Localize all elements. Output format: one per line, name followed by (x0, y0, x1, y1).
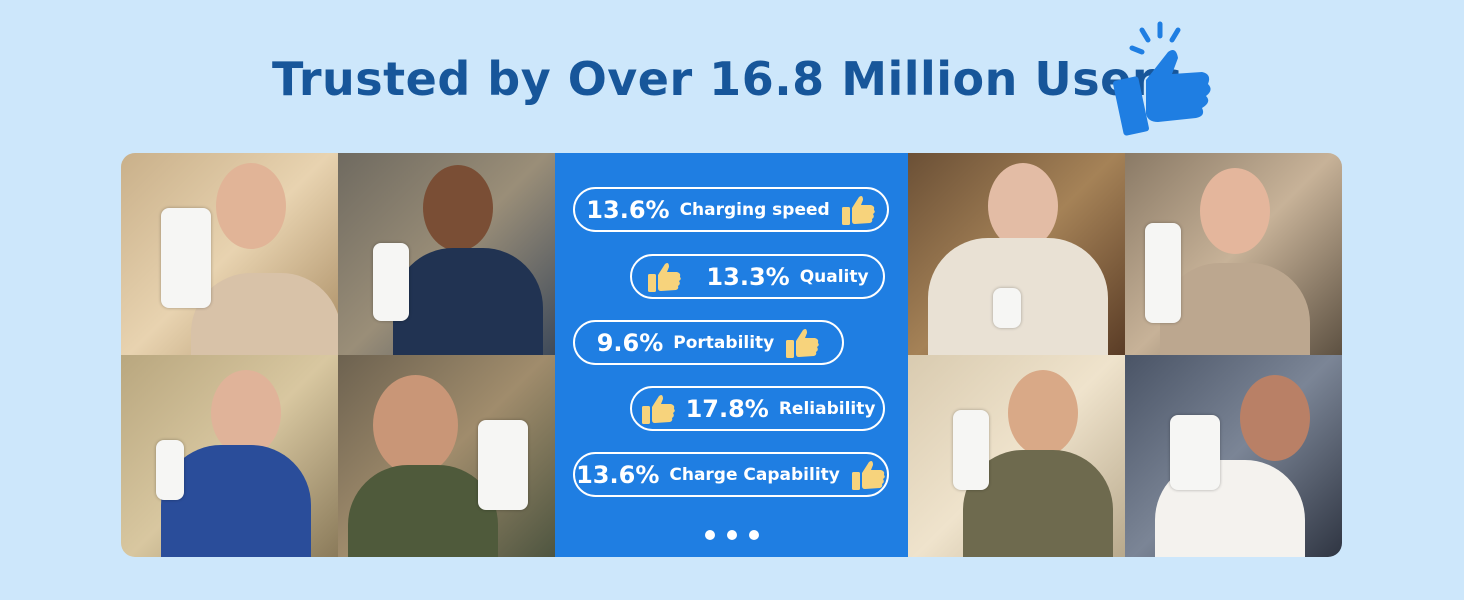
photo (121, 153, 338, 355)
rating-pill: 17.8% Reliability (630, 386, 885, 431)
thumb-hand (796, 328, 820, 357)
rating-pill: 13.3% Quality (630, 254, 885, 299)
thumb-cuff (841, 206, 850, 225)
photo (338, 355, 555, 557)
rating-pill: 9.6% Portability (573, 320, 844, 365)
thumb-hand (861, 460, 885, 489)
rating-label: Charge Capability (669, 464, 840, 485)
thumbs-up-icon (1113, 21, 1211, 136)
thumb-cuff (786, 339, 795, 358)
thumb-icon (648, 262, 682, 292)
rating-label: Portability (673, 332, 775, 353)
rating-percent: 13.3% (706, 262, 790, 291)
title: Trusted by Over 16.8 Million Users (272, 52, 1183, 106)
rating-percent: 17.8% (685, 394, 769, 423)
thumb-cuff (851, 471, 860, 490)
photo (1125, 153, 1342, 355)
thumb-hand (851, 195, 875, 224)
thumb-icon (641, 394, 675, 424)
rating-percent: 9.6% (596, 328, 664, 357)
photo (338, 153, 555, 355)
rating-label: Quality (799, 266, 869, 287)
photo (908, 153, 1125, 355)
thumb-cuff (648, 273, 657, 292)
dot (749, 530, 759, 540)
photo (121, 355, 338, 557)
rating-pill: 13.6% Charging speed (573, 187, 889, 232)
photo (908, 355, 1125, 557)
photo-panel: 13.6% Charging speed 13.3% Quality 9.6% Por… (121, 153, 1342, 557)
rating-percent: 13.6% (576, 460, 660, 489)
rating-percent: 13.6% (586, 195, 670, 224)
thumb-icon (786, 328, 820, 358)
photo (1125, 355, 1342, 557)
rating-pill: 13.6% Charge Capability (573, 452, 889, 497)
thumb-cuff (641, 405, 650, 424)
rating-label: Reliability (778, 398, 876, 419)
dot (727, 530, 737, 540)
thumb-icon (841, 195, 875, 225)
dot (705, 530, 715, 540)
rating-panel: 13.6% Charging speed 13.3% Quality 9.6% Por… (555, 153, 908, 557)
rating-label: Charging speed (679, 199, 830, 220)
thumb-hand (658, 262, 682, 291)
thumb-icon (851, 460, 885, 490)
thumb-hand (651, 394, 675, 423)
